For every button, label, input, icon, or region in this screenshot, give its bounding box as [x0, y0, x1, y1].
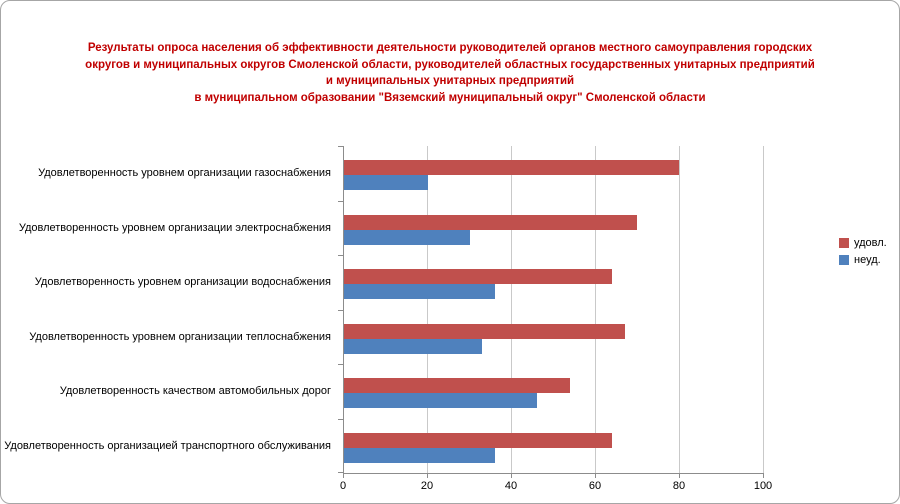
x-axis-tick	[511, 473, 512, 478]
y-axis-tick	[338, 364, 344, 365]
category-label-roads: Удовлетворенность качеством автомобильны…	[59, 385, 331, 398]
gridline-100	[763, 146, 764, 473]
chart-legend: удовл. неуд.	[839, 234, 887, 268]
category-label-heating: Удовлетворенность уровнем организации те…	[29, 330, 331, 343]
x-tick-label-0: 0	[339, 480, 347, 492]
x-tick-label-40: 40	[504, 480, 518, 492]
bar-group-water	[344, 255, 763, 310]
y-axis-tick	[338, 309, 344, 311]
bar-satisfied-roads	[344, 378, 571, 393]
y-axis-tick	[338, 146, 344, 147]
gridline-40	[511, 146, 512, 473]
x-axis-line	[343, 473, 763, 474]
bar-unsatisfied-heating	[344, 338, 483, 354]
bar-unsatisfied-roads	[344, 393, 537, 408]
bar-satisfied-electricity	[344, 214, 638, 230]
gridline-60	[595, 146, 596, 473]
x-axis-tick	[343, 473, 344, 478]
chart-title: Результаты опроса населения об эффективн…	[56, 40, 844, 106]
chart-title-line-4: в муниципальном образовании "Вяземский м…	[194, 91, 706, 104]
plot-area	[338, 146, 764, 478]
x-tick-label-20: 20	[420, 480, 434, 492]
x-tick-label-80: 80	[672, 480, 686, 492]
bar-group-gas	[344, 146, 763, 201]
chart-title-line-3: и муниципальных унитарных предприятий	[325, 75, 575, 87]
category-label-transport: Удовлетворенность организацией транспорт…	[4, 439, 331, 452]
gridline-20	[427, 146, 428, 473]
legend-item-satisfied: удовл.	[839, 234, 887, 251]
legend-item-unsatisfied: неуд.	[839, 251, 887, 268]
category-label-gas: Удовлетворенность уровнем организации га…	[38, 167, 331, 180]
y-axis-line	[343, 146, 344, 473]
x-tick-label-100: 100	[753, 480, 773, 492]
x-axis-tick	[763, 473, 764, 478]
bar-group-heating	[344, 310, 763, 365]
bar-satisfied-gas	[344, 160, 680, 175]
x-tick-label-60: 60	[588, 480, 602, 492]
chart-title-line-1: Результаты опроса населения об эффективн…	[87, 42, 813, 54]
y-axis-tick	[338, 472, 344, 473]
legend-swatch-unsatisfied-icon	[839, 254, 849, 265]
bar-satisfied-water	[344, 269, 613, 284]
x-axis-tick	[595, 473, 596, 478]
gridline-80	[679, 146, 680, 473]
category-label-water: Удовлетворенность уровнем организации во…	[34, 276, 331, 289]
bar-group-electricity	[344, 201, 763, 256]
chart-title-line-2: округов и муниципальных округов Смоленск…	[85, 58, 815, 71]
y-axis-tick	[338, 255, 344, 256]
x-axis-tick	[427, 473, 428, 478]
legend-label-satisfied: удовл.	[854, 236, 887, 249]
category-label-electricity: Удовлетворенность уровнем организации эл…	[18, 221, 331, 234]
x-axis-tick	[679, 473, 680, 478]
bar-satisfied-heating	[344, 323, 625, 339]
bar-unsatisfied-transport	[344, 447, 495, 463]
legend-swatch-satisfied-icon	[839, 237, 849, 248]
bar-group-transport	[344, 419, 763, 474]
bar-rows	[344, 146, 763, 473]
bar-satisfied-transport	[344, 432, 613, 448]
bar-group-roads	[344, 364, 763, 419]
bar-unsatisfied-water	[344, 284, 495, 299]
legend-label-unsatisfied: неуд.	[854, 253, 881, 266]
bar-unsatisfied-electricity	[344, 229, 470, 245]
x-axis-tick-labels: 0 20 40 60 80 100	[339, 480, 772, 494]
category-axis-labels: Удовлетворенность уровнем организации га…	[4, 146, 337, 473]
y-axis-tick	[338, 418, 344, 420]
y-axis-tick	[338, 200, 344, 202]
bar-unsatisfied-gas	[344, 175, 428, 190]
